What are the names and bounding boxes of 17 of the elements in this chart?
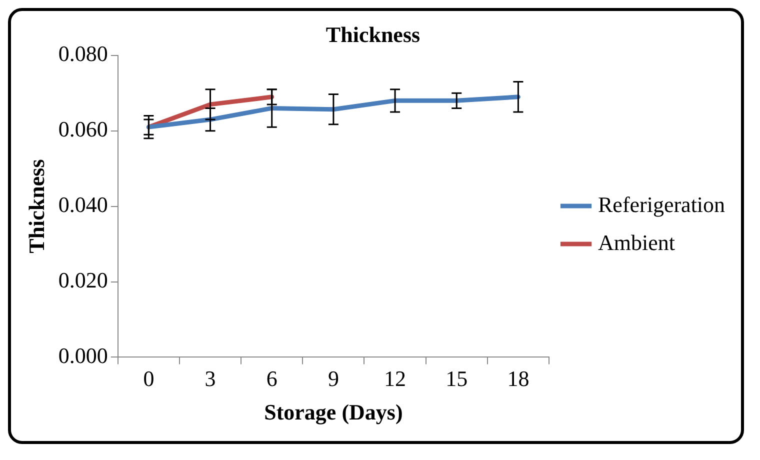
- y-tick-label: 0.000: [58, 342, 108, 368]
- y-tick-label: 0.060: [58, 116, 108, 142]
- x-tick-label: 12: [384, 366, 406, 392]
- y-axis-title: Thickness: [24, 158, 49, 254]
- chart-title: Thickness: [326, 22, 421, 47]
- y-tick-label: 0.020: [58, 268, 108, 293]
- y-tick-label: 0.080: [58, 41, 108, 66]
- x-tick-label: 15: [446, 366, 468, 392]
- x-tick-label: 9: [328, 366, 339, 392]
- x-tick-label: 18: [507, 366, 530, 392]
- y-tick-label: 0.040: [58, 192, 108, 218]
- x-tick-label: 3: [204, 366, 216, 392]
- x-axis-title: Storage (Days): [264, 399, 403, 424]
- legend-label: Referigeration: [598, 192, 726, 217]
- x-tick-label: 6: [266, 366, 278, 392]
- legend-label: Ambient: [598, 230, 675, 255]
- x-tick-label: 0: [143, 366, 154, 392]
